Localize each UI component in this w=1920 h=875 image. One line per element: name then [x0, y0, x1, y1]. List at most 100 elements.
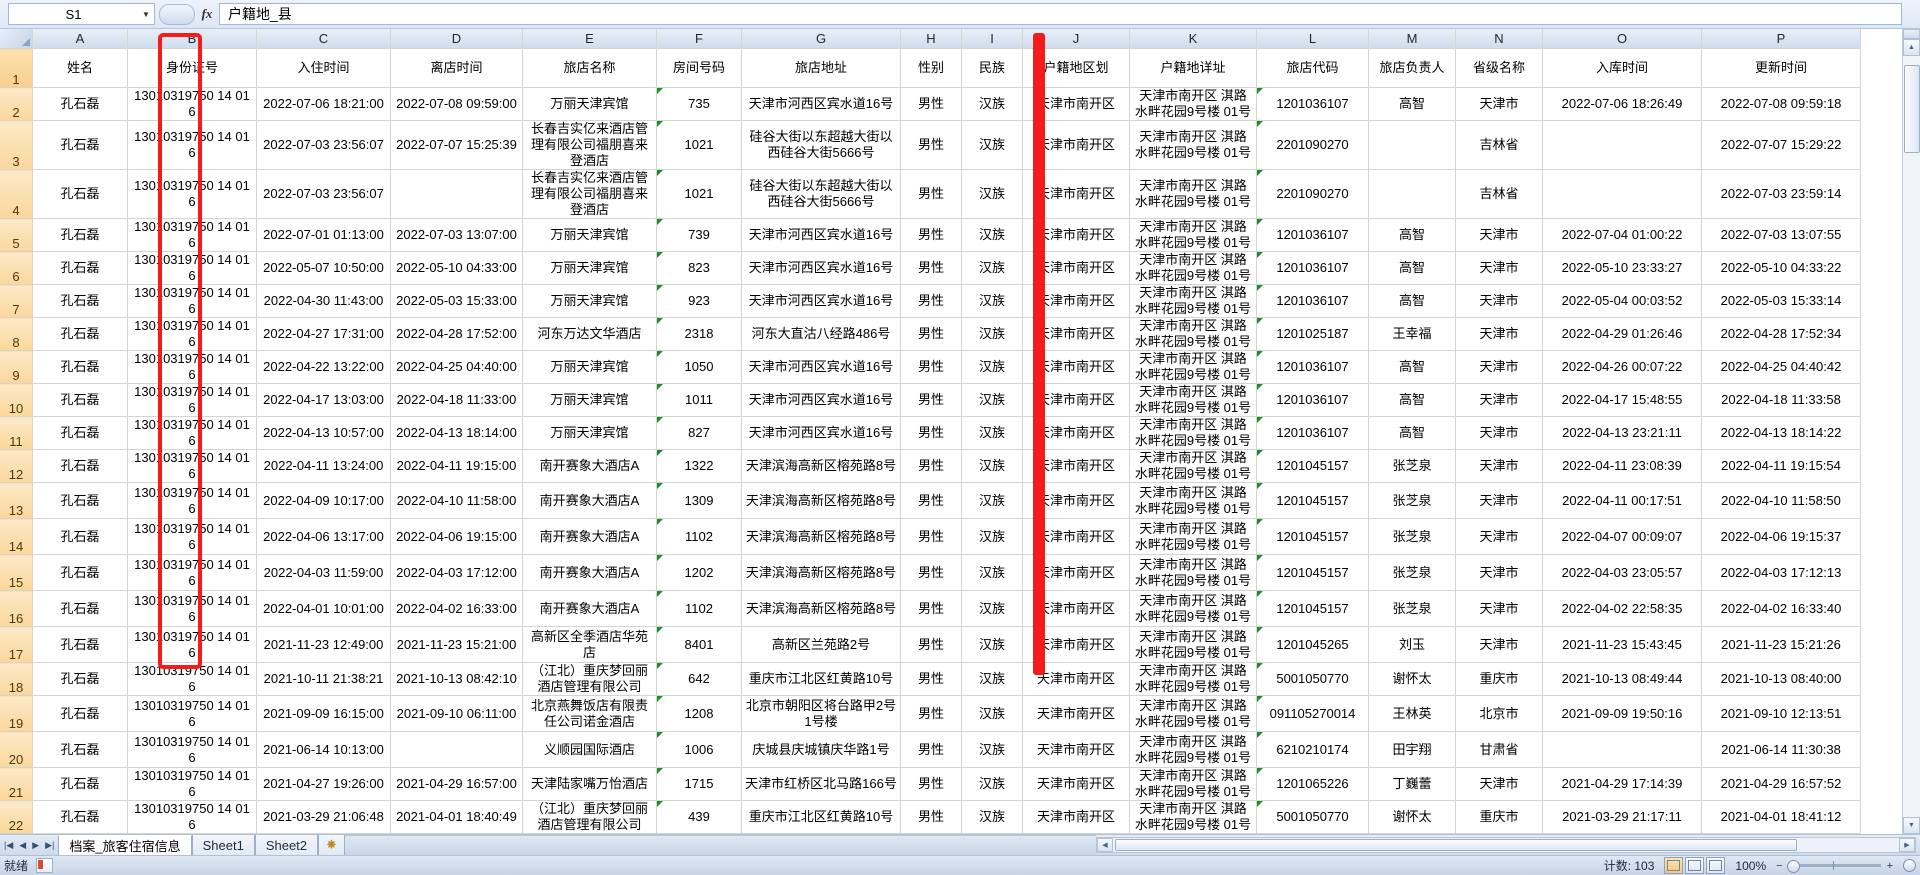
data-cell[interactable]: 天津市	[1455, 383, 1543, 417]
data-cell[interactable]: 1201045157	[1256, 554, 1369, 591]
data-cell[interactable]: 2022-04-17 13:03:00	[256, 383, 391, 417]
vertical-scrollbar[interactable]: ▲ ▼	[1902, 29, 1920, 834]
data-cell[interactable]: 天津市南开区	[1022, 800, 1130, 834]
data-cell[interactable]: 天津市红桥区北马路166号	[741, 767, 901, 801]
data-cell[interactable]: 2022-05-10 23:33:27	[1542, 251, 1702, 285]
data-cell[interactable]: 2022-04-13 18:14:22	[1701, 416, 1861, 450]
data-cell[interactable]: 汉族	[961, 317, 1023, 351]
row-header[interactable]: 18	[0, 662, 33, 696]
page-break-preview-icon[interactable]	[1706, 857, 1726, 874]
data-cell[interactable]: 孔石磊	[32, 626, 128, 663]
data-cell[interactable]: 男性	[900, 800, 962, 834]
data-cell[interactable]: 2022-04-02 22:58:35	[1542, 590, 1702, 627]
data-cell[interactable]: 2022-04-11 19:15:00	[390, 449, 523, 483]
data-cell[interactable]: 南开赛象大酒店A	[522, 518, 657, 555]
data-cell[interactable]: 2021-03-29 21:06:48	[256, 800, 391, 834]
data-cell[interactable]: 2022-04-26 00:07:22	[1542, 350, 1702, 384]
data-cell[interactable]: （江北）重庆梦回丽酒店管理有限公司	[522, 833, 657, 834]
data-cell[interactable]: 男性	[900, 169, 962, 219]
data-cell[interactable]: 重庆市	[1455, 662, 1543, 696]
data-cell[interactable]: 重庆市江北区红黄路10号	[741, 800, 901, 834]
data-cell[interactable]: 091105270014	[1256, 695, 1369, 732]
row-header[interactable]: 13	[0, 482, 33, 519]
data-cell[interactable]: 天津市南开区	[1022, 731, 1130, 768]
data-cell[interactable]: 刘玉	[1368, 626, 1456, 663]
data-cell[interactable]: 孔石磊	[32, 120, 128, 170]
data-cell[interactable]: 8401	[656, 626, 742, 663]
normal-view-icon[interactable]	[1664, 857, 1684, 874]
row-header[interactable]: 8	[0, 317, 33, 351]
data-cell[interactable]: 天津市南开区 淇路水畔花园9号楼 01号	[1129, 695, 1257, 732]
data-cell[interactable]: 2021-03-29 21:17:11	[1542, 833, 1702, 834]
data-cell[interactable]: 2021-06-14 10:13:00	[256, 731, 391, 768]
data-cell[interactable]: 2022-04-18 11:33:58	[1701, 383, 1861, 417]
data-cell[interactable]: 万丽天津宾馆	[522, 350, 657, 384]
column-title-cell[interactable]: 户籍地详址	[1129, 48, 1257, 88]
data-cell[interactable]: 13010319750 14 016	[127, 731, 257, 768]
row-header[interactable]: 7	[0, 284, 33, 318]
column-title-cell[interactable]: 省级名称	[1455, 48, 1543, 88]
data-cell[interactable]: 2021-10-13 08:49:44	[1542, 662, 1702, 696]
data-cell[interactable]: 高新区全季酒店华苑店	[522, 626, 657, 663]
data-cell[interactable]: 王林英	[1368, 695, 1456, 732]
next-sheet-icon[interactable]: ▶	[32, 839, 40, 850]
data-cell[interactable]: 天津市	[1455, 317, 1543, 351]
data-cell[interactable]: 孔石磊	[32, 518, 128, 555]
data-cell[interactable]: 2022-07-03 13:07:55	[1701, 218, 1861, 252]
data-cell[interactable]: 1715	[656, 767, 742, 801]
data-cell[interactable]: 孔石磊	[32, 800, 128, 834]
data-cell[interactable]: 天津市河西区宾水道16号	[741, 284, 901, 318]
data-cell[interactable]: 13010319750 14 016	[127, 695, 257, 732]
data-cell[interactable]: 13010319750 14 016	[127, 87, 257, 121]
row-header[interactable]: 15	[0, 554, 33, 591]
data-cell[interactable]: 13010319750 14 016	[127, 626, 257, 663]
data-cell[interactable]: 孔石磊	[32, 87, 128, 121]
data-cell[interactable]: 2021-09-10 06:11:00	[390, 695, 523, 732]
row-header[interactable]: 16	[0, 590, 33, 627]
data-cell[interactable]: 汉族	[961, 482, 1023, 519]
data-cell[interactable]: 男性	[900, 120, 962, 170]
data-cell[interactable]: 男性	[900, 833, 962, 834]
data-cell[interactable]: 天津市河西区宾水道16号	[741, 87, 901, 121]
data-cell[interactable]: 2022-04-06 19:15:00	[390, 518, 523, 555]
column-header-A[interactable]: A	[32, 29, 128, 49]
scroll-up-button[interactable]: ▲	[1903, 39, 1920, 56]
data-cell[interactable]: 1201036107	[1256, 350, 1369, 384]
data-cell[interactable]: 孔石磊	[32, 482, 128, 519]
data-cell[interactable]: 长春吉实亿来酒店管理有限公司福朋喜来登酒店	[522, 120, 657, 170]
data-cell[interactable]: 2021-11-23 15:21:00	[390, 626, 523, 663]
data-cell[interactable]	[390, 833, 523, 834]
data-cell[interactable]: 河东大直沽八经路486号	[741, 317, 901, 351]
data-cell[interactable]: 天津市	[1455, 251, 1543, 285]
spreadsheet-grid[interactable]: A B C D E F G H I J K L M N O P	[0, 29, 1920, 834]
sheet-tab-sheet1[interactable]: Sheet1	[191, 835, 255, 855]
data-cell[interactable]: 1006	[656, 731, 742, 768]
data-cell[interactable]: 谢怀太	[1368, 800, 1456, 834]
column-header-I[interactable]: I	[961, 29, 1023, 49]
data-cell[interactable]: 天津市南开区 淇路水畔花园9号楼 01号	[1129, 87, 1257, 121]
zoom-in-icon[interactable]: +	[1886, 859, 1893, 872]
row-header[interactable]: 4	[0, 169, 33, 219]
data-cell[interactable]: 13010319750 14 016	[127, 767, 257, 801]
data-cell[interactable]: 13010319750 14 016	[127, 449, 257, 483]
data-cell[interactable]: 天津市南开区 淇路水畔花园9号楼 01号	[1129, 800, 1257, 834]
data-cell[interactable]: 高智	[1368, 284, 1456, 318]
data-cell[interactable]: 北京市	[1455, 695, 1543, 732]
data-cell[interactable]: 天津市南开区	[1022, 662, 1130, 696]
record-macro-icon[interactable]	[36, 858, 54, 873]
data-cell[interactable]: 2021-09-10 12:13:51	[1701, 695, 1861, 732]
data-cell[interactable]: 1202	[656, 554, 742, 591]
data-cell[interactable]: 2022-05-10 04:33:22	[1701, 251, 1861, 285]
data-cell[interactable]: 天津市河西区宾水道16号	[741, 350, 901, 384]
data-cell[interactable]: 1201045157	[1256, 590, 1369, 627]
data-cell[interactable]: 田宇翔	[1368, 731, 1456, 768]
data-cell[interactable]: 高智	[1368, 350, 1456, 384]
data-cell[interactable]: 南开赛象大酒店A	[522, 554, 657, 591]
data-cell[interactable]: 2022-07-06 18:21:00	[256, 87, 391, 121]
data-cell[interactable]: 2021-06-14 11:30:38	[1701, 731, 1861, 768]
data-cell[interactable]: 重庆市	[1455, 833, 1543, 834]
data-cell[interactable]: 2021-11-23 15:21:26	[1701, 626, 1861, 663]
data-cell[interactable]: 1201036107	[1256, 416, 1369, 450]
data-cell[interactable]: 天津市南开区	[1022, 218, 1130, 252]
row-header[interactable]: 11	[0, 416, 33, 450]
